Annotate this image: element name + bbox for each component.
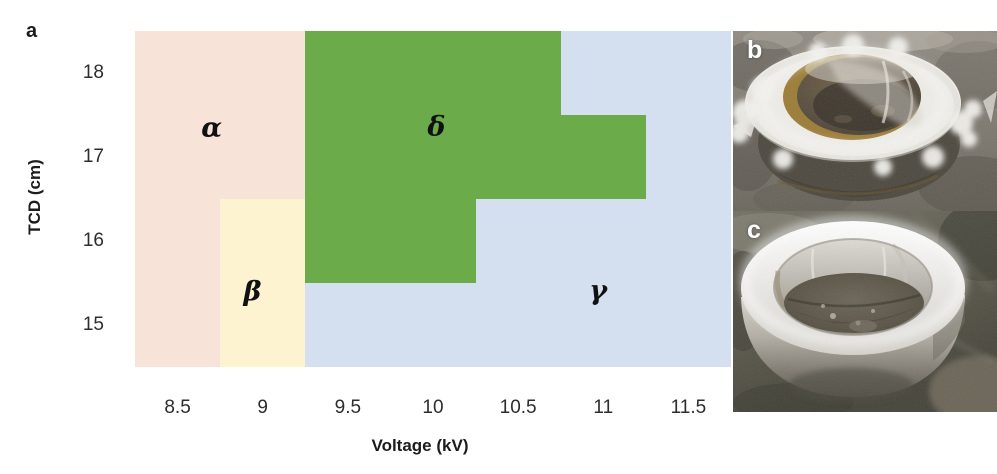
region-cell-delta-10.5kV-17cm bbox=[476, 115, 561, 199]
region-cell-delta-9.5kV-17cm bbox=[305, 115, 390, 199]
region-label-beta: β bbox=[243, 276, 262, 308]
y-tick-17: 17 bbox=[82, 146, 104, 167]
region-cell-delta-9.5kV-16cm bbox=[305, 199, 390, 283]
region-cell-delta-10kV-16cm bbox=[390, 199, 476, 283]
x-axis-title: Voltage (kV) bbox=[371, 436, 469, 455]
region-cell-delta-10.5kV-18cm bbox=[476, 31, 561, 115]
region-cell-gamma-11.5kV-18cm bbox=[646, 31, 731, 115]
x-tick-9.5: 9.5 bbox=[334, 397, 362, 418]
region-cell-alpha-8.5kV-15cm bbox=[135, 283, 220, 367]
ring-photo-b-illustration bbox=[733, 31, 997, 211]
phase-diagram-plot: α β δ γ bbox=[135, 31, 731, 367]
region-cell-delta-9.5kV-18cm bbox=[305, 31, 390, 115]
ring-photo-c-illustration bbox=[733, 211, 997, 412]
region-cell-alpha-9kV-17cm bbox=[220, 115, 305, 199]
region-cell-gamma-11.5kV-15cm bbox=[646, 283, 731, 367]
region-cell-gamma-10.5kV-15cm bbox=[476, 283, 561, 367]
panel-a-label: a bbox=[26, 20, 38, 42]
region-cell-delta-10kV-18cm bbox=[390, 31, 476, 115]
x-tick-11.5: 11.5 bbox=[670, 397, 707, 418]
y-tick-15: 15 bbox=[82, 314, 104, 335]
region-cell-alpha-8.5kV-16cm bbox=[135, 199, 220, 283]
panel-c-label: c bbox=[747, 216, 761, 244]
x-tick-10: 10 bbox=[422, 397, 444, 418]
region-cell-gamma-11.5kV-16cm bbox=[646, 199, 731, 283]
y-tick-16: 16 bbox=[82, 230, 104, 251]
x-tick-8.5: 8.5 bbox=[164, 397, 191, 418]
x-tick-9: 9 bbox=[257, 397, 268, 418]
panel-b-label: b bbox=[747, 36, 763, 64]
region-label-delta: δ bbox=[427, 111, 446, 143]
photo-panel-c: c bbox=[733, 211, 997, 412]
region-cell-beta-9kV-16cm bbox=[220, 199, 305, 283]
region-cell-gamma-11kV-15cm bbox=[561, 283, 646, 367]
x-tick-10.5: 10.5 bbox=[499, 397, 537, 418]
photo-panel-b: b bbox=[733, 31, 997, 211]
y-axis-title: TCD (cm) bbox=[25, 159, 44, 235]
region-cell-alpha-8.5kV-18cm bbox=[135, 31, 220, 115]
region-cell-delta-10kV-17cm bbox=[390, 115, 476, 199]
region-cell-gamma-9.5kV-15cm bbox=[305, 283, 390, 367]
region-label-gamma: γ bbox=[589, 275, 608, 307]
region-cell-beta-9kV-15cm bbox=[220, 283, 305, 367]
region-cell-gamma-11kV-16cm bbox=[561, 199, 646, 283]
region-cell-gamma-10kV-15cm bbox=[390, 283, 476, 367]
region-cell-gamma-10.5kV-16cm bbox=[476, 199, 561, 283]
y-tick-18: 18 bbox=[82, 62, 104, 83]
region-label-alpha: α bbox=[201, 112, 223, 144]
region-cell-delta-11kV-17cm bbox=[561, 115, 646, 199]
region-cell-gamma-11.5kV-17cm bbox=[646, 115, 731, 199]
region-cell-alpha-9kV-18cm bbox=[220, 31, 305, 115]
x-tick-11: 11 bbox=[593, 397, 614, 418]
region-cell-alpha-8.5kV-17cm bbox=[135, 115, 220, 199]
region-cell-gamma-11kV-18cm bbox=[561, 31, 646, 115]
